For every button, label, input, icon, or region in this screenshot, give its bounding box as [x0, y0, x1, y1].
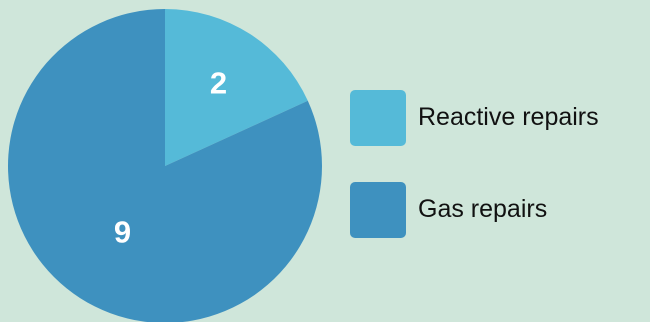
legend-swatch-gas-repairs	[350, 181, 406, 238]
pie-plot-area: 29	[8, 9, 322, 322]
legend: Reactive repairs Gas repairs	[350, 89, 599, 273]
legend-swatch-reactive-repairs	[350, 89, 406, 146]
legend-label: Reactive repairs	[418, 103, 599, 131]
pie-slice-value-gas-repairs: 9	[114, 215, 131, 250]
legend-item-gas-repairs: Gas repairs	[350, 181, 599, 238]
pie-slice-reactive-repairs	[165, 9, 308, 166]
pie-slice-value-reactive-repairs: 2	[210, 65, 227, 100]
legend-label: Gas repairs	[418, 195, 548, 223]
legend-item-reactive-repairs: Reactive repairs	[350, 89, 599, 146]
pie-slice-gas-repairs	[8, 9, 322, 322]
